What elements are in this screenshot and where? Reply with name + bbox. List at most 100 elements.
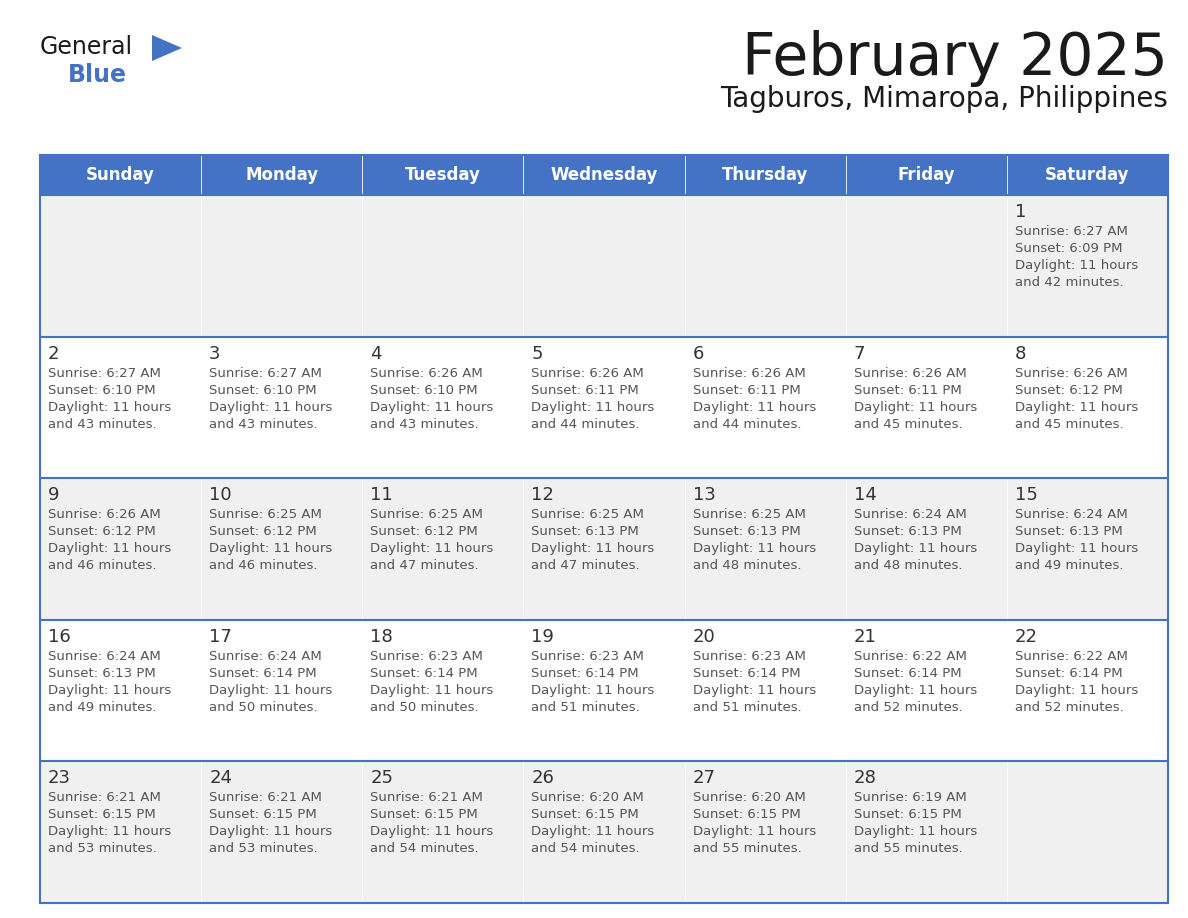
Text: and 43 minutes.: and 43 minutes. [371, 418, 479, 431]
Bar [201, 620, 362, 761]
Text: Sunrise: 6:24 AM: Sunrise: 6:24 AM [209, 650, 322, 663]
Text: and 47 minutes.: and 47 minutes. [531, 559, 640, 572]
Text: Daylight: 11 hours: Daylight: 11 hours [371, 684, 493, 697]
Bar [1007, 620, 1168, 761]
Bar [201, 195, 362, 337]
Text: Sunset: 6:15 PM: Sunset: 6:15 PM [209, 809, 317, 822]
Text: Daylight: 11 hours: Daylight: 11 hours [1015, 684, 1138, 697]
Text: Sunrise: 6:20 AM: Sunrise: 6:20 AM [531, 791, 644, 804]
Text: Sunset: 6:13 PM: Sunset: 6:13 PM [531, 525, 639, 538]
Text: and 46 minutes.: and 46 minutes. [48, 559, 157, 572]
Bar [1007, 195, 1168, 337]
Text: Sunrise: 6:26 AM: Sunrise: 6:26 AM [48, 509, 160, 521]
Bar [362, 478, 524, 620]
Text: Sunset: 6:14 PM: Sunset: 6:14 PM [531, 666, 639, 680]
Text: 24: 24 [209, 769, 232, 788]
Text: Sunrise: 6:23 AM: Sunrise: 6:23 AM [693, 650, 805, 663]
Text: Daylight: 11 hours: Daylight: 11 hours [209, 825, 333, 838]
Text: and 42 minutes.: and 42 minutes. [1015, 276, 1124, 289]
Text: and 54 minutes.: and 54 minutes. [371, 843, 479, 856]
Text: 21: 21 [854, 628, 877, 645]
Text: and 44 minutes.: and 44 minutes. [531, 418, 640, 431]
Text: and 44 minutes.: and 44 minutes. [693, 418, 801, 431]
Bar [524, 761, 684, 903]
Text: Sunset: 6:11 PM: Sunset: 6:11 PM [854, 384, 961, 397]
Text: Sunset: 6:12 PM: Sunset: 6:12 PM [48, 525, 156, 538]
Text: 25: 25 [371, 769, 393, 788]
Text: 22: 22 [1015, 628, 1038, 645]
Text: Daylight: 11 hours: Daylight: 11 hours [209, 684, 333, 697]
Text: Daylight: 11 hours: Daylight: 11 hours [531, 543, 655, 555]
Text: 17: 17 [209, 628, 232, 645]
Text: and 50 minutes.: and 50 minutes. [209, 700, 317, 714]
Text: Daylight: 11 hours: Daylight: 11 hours [209, 543, 333, 555]
Text: Sunrise: 6:26 AM: Sunrise: 6:26 AM [854, 366, 967, 380]
Text: 1: 1 [1015, 203, 1026, 221]
Text: Sunset: 6:10 PM: Sunset: 6:10 PM [209, 384, 317, 397]
Bar [524, 337, 684, 478]
Text: Sunset: 6:15 PM: Sunset: 6:15 PM [531, 809, 639, 822]
Text: Sunset: 6:14 PM: Sunset: 6:14 PM [693, 666, 801, 680]
Text: 3: 3 [209, 344, 221, 363]
Text: and 55 minutes.: and 55 minutes. [693, 843, 802, 856]
Text: Sunset: 6:10 PM: Sunset: 6:10 PM [371, 384, 478, 397]
Text: Sunset: 6:11 PM: Sunset: 6:11 PM [693, 384, 801, 397]
Text: Daylight: 11 hours: Daylight: 11 hours [531, 825, 655, 838]
Text: 13: 13 [693, 487, 715, 504]
Text: Sunrise: 6:25 AM: Sunrise: 6:25 AM [371, 509, 484, 521]
Text: and 53 minutes.: and 53 minutes. [48, 843, 157, 856]
Text: and 55 minutes.: and 55 minutes. [854, 843, 962, 856]
Text: and 48 minutes.: and 48 minutes. [854, 559, 962, 572]
Bar [362, 761, 524, 903]
Text: Sunrise: 6:20 AM: Sunrise: 6:20 AM [693, 791, 805, 804]
Text: and 50 minutes.: and 50 minutes. [371, 700, 479, 714]
Text: Sunset: 6:13 PM: Sunset: 6:13 PM [854, 525, 961, 538]
Text: Sunrise: 6:24 AM: Sunrise: 6:24 AM [48, 650, 160, 663]
Text: and 52 minutes.: and 52 minutes. [854, 700, 962, 714]
Bar [846, 620, 1007, 761]
Text: Saturday: Saturday [1045, 166, 1130, 184]
Text: Daylight: 11 hours: Daylight: 11 hours [693, 684, 816, 697]
Text: Sunrise: 6:21 AM: Sunrise: 6:21 AM [371, 791, 484, 804]
Text: Sunset: 6:14 PM: Sunset: 6:14 PM [371, 666, 478, 680]
Text: Sunset: 6:13 PM: Sunset: 6:13 PM [48, 666, 156, 680]
Text: 27: 27 [693, 769, 715, 788]
Bar [362, 195, 524, 337]
Text: Sunset: 6:10 PM: Sunset: 6:10 PM [48, 384, 156, 397]
Text: Tuesday: Tuesday [405, 166, 481, 184]
Text: 15: 15 [1015, 487, 1038, 504]
Text: Daylight: 11 hours: Daylight: 11 hours [693, 400, 816, 414]
Bar [1007, 761, 1168, 903]
Text: Daylight: 11 hours: Daylight: 11 hours [48, 825, 171, 838]
Text: 14: 14 [854, 487, 877, 504]
Text: Daylight: 11 hours: Daylight: 11 hours [854, 825, 977, 838]
Text: Sunset: 6:14 PM: Sunset: 6:14 PM [854, 666, 961, 680]
Text: Sunrise: 6:26 AM: Sunrise: 6:26 AM [531, 366, 644, 380]
Bar [40, 620, 201, 761]
Bar [684, 195, 846, 337]
Text: 5: 5 [531, 344, 543, 363]
Text: and 54 minutes.: and 54 minutes. [531, 843, 640, 856]
Text: Wednesday: Wednesday [550, 166, 658, 184]
Text: Sunset: 6:12 PM: Sunset: 6:12 PM [1015, 384, 1123, 397]
Text: Sunrise: 6:26 AM: Sunrise: 6:26 AM [1015, 366, 1127, 380]
Text: 19: 19 [531, 628, 555, 645]
Text: Sunset: 6:14 PM: Sunset: 6:14 PM [209, 666, 317, 680]
Text: Sunset: 6:09 PM: Sunset: 6:09 PM [1015, 242, 1123, 255]
Bar [846, 337, 1007, 478]
Bar [362, 155, 524, 195]
Text: and 49 minutes.: and 49 minutes. [48, 700, 157, 714]
Text: Sunday: Sunday [87, 166, 154, 184]
Bar [1007, 478, 1168, 620]
Bar [201, 155, 362, 195]
Text: 2: 2 [48, 344, 59, 363]
Text: Sunrise: 6:22 AM: Sunrise: 6:22 AM [854, 650, 967, 663]
Text: 7: 7 [854, 344, 865, 363]
Text: Daylight: 11 hours: Daylight: 11 hours [48, 684, 171, 697]
Bar [40, 195, 201, 337]
Bar [684, 761, 846, 903]
Bar [524, 155, 684, 195]
Text: Daylight: 11 hours: Daylight: 11 hours [1015, 259, 1138, 272]
Text: and 51 minutes.: and 51 minutes. [693, 700, 802, 714]
Text: 28: 28 [854, 769, 877, 788]
